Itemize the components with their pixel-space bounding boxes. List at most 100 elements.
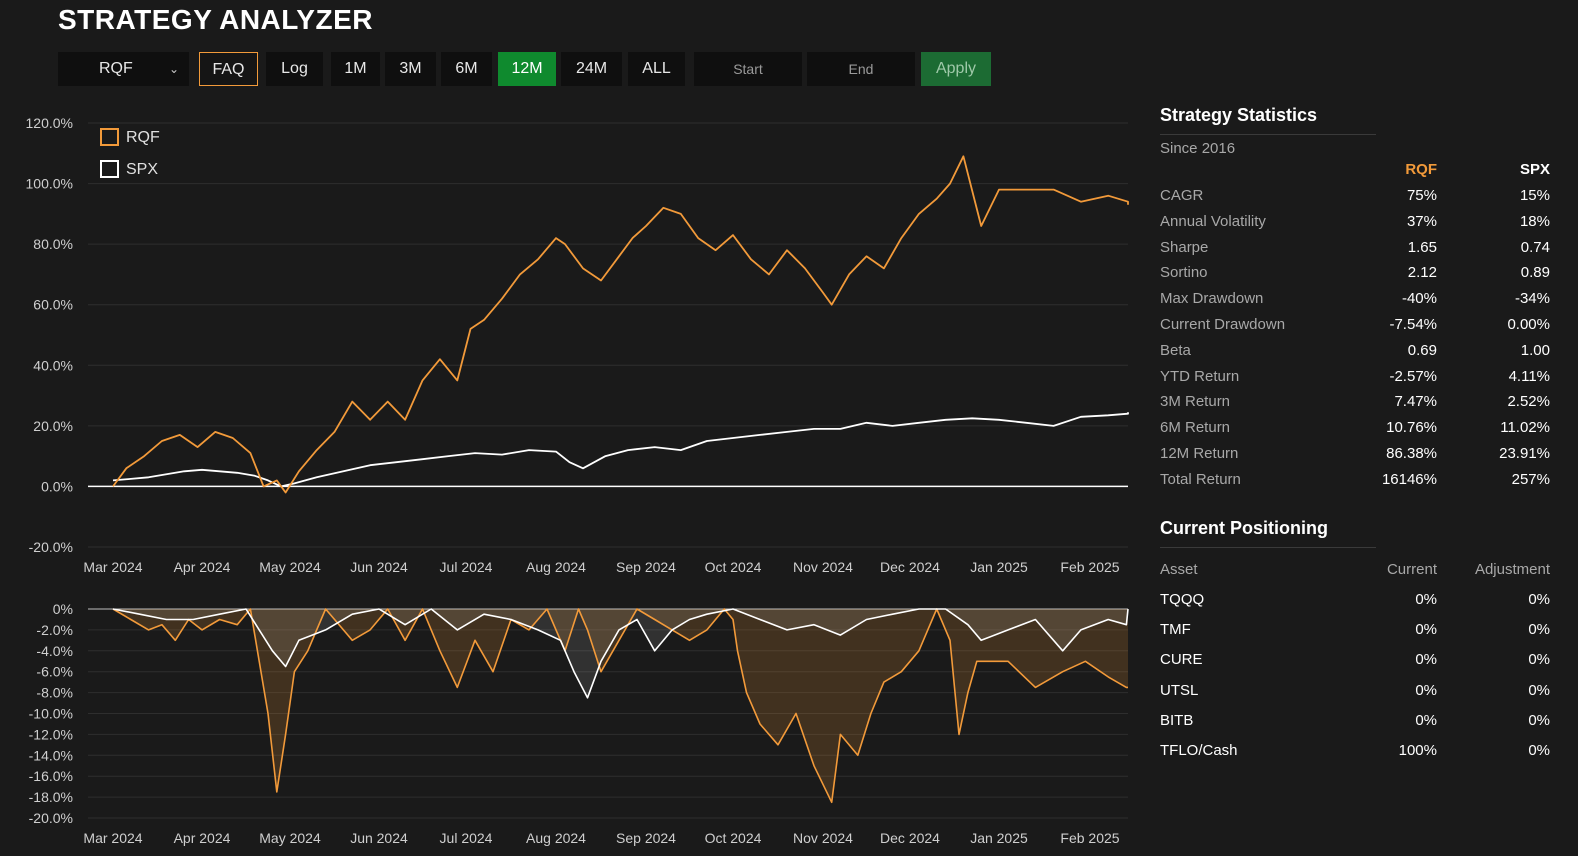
stats-value-spx: 15% [1519,187,1550,204]
stats-value-spx: 257% [1511,470,1550,488]
x-tick-label: Feb 2025 [1060,559,1119,575]
stats-row: Sortino 2.12 0.89 [1160,264,1552,288]
y-tick-label: 100.0% [26,176,73,192]
stats-row: CAGR 75% 15% [1160,187,1552,211]
stats-row: Max Drawdown -40% -34% [1160,290,1552,314]
positioning-asset: TQQQ [1160,591,1205,608]
stats-value-rqf: 0.69 [1407,341,1437,359]
stats-label: Total Return [1160,470,1241,488]
positioning-row: TMF 0% 0% [1160,621,1552,645]
stats-value-rqf: 1.65 [1407,238,1437,256]
faq-button[interactable]: FAQ [199,52,258,86]
x-tick-label: Oct 2024 [705,559,762,575]
positioning-current: 0% [1415,591,1437,608]
range-all-button[interactable]: ALL [628,52,685,86]
stats-value-spx: -34% [1514,290,1550,308]
positioning-asset: TFLO/Cash [1160,742,1238,759]
y-tick-label: -12.0% [29,726,73,742]
positioning-adjustment: 0% [1528,621,1550,639]
legend-label: RQF [126,129,160,146]
range-12m-button[interactable]: 12M [498,52,556,86]
stats-row: Total Return 16146% 257% [1160,471,1552,495]
x-tick-label: Jul 2024 [440,559,493,575]
y-tick-label: -18.0% [29,789,73,805]
stats-row: Beta 0.69 1.00 [1160,342,1552,366]
strategy-statistics-panel: Strategy Statistics Since 2016 RQF SPX C… [1160,100,1555,500]
rqf-drawdown-area [113,609,1128,803]
spx-drawdown-area [113,609,1128,698]
positioning-col-asset: Asset [1160,561,1198,578]
stats-col-spx: SPX [1519,161,1550,178]
x-tick-label: Dec 2024 [880,559,940,575]
stats-value-rqf: -7.54% [1389,316,1437,333]
start-date-input[interactable]: Start [694,52,802,86]
y-tick-label: 60.0% [33,297,73,313]
stats-row: 3M Return 7.47% 2.52% [1160,393,1552,417]
y-tick-label: 80.0% [33,236,73,252]
stats-value-rqf: 16146% [1381,470,1437,488]
x-tick-label: Jun 2024 [350,830,408,846]
stats-row: YTD Return -2.57% 4.11% [1160,368,1552,392]
stats-value-rqf: 86.38% [1386,445,1437,462]
stats-header-row: RQF SPX [1160,161,1552,185]
x-tick-label: Sep 2024 [616,830,676,846]
stats-label: Sortino [1160,264,1208,282]
positioning-asset: BITB [1160,711,1194,729]
current-positioning-panel: Current Positioning Asset Current Adjust… [1160,515,1555,775]
x-tick-label: Jun 2024 [350,559,408,575]
stats-value-rqf: 7.47% [1394,393,1437,411]
positioning-asset: UTSL [1160,681,1199,699]
positioning-current: 0% [1415,651,1437,669]
rqf-line [112,155,1129,494]
stats-label: YTD Return [1160,367,1240,385]
spx-drawdown-line [112,608,1129,699]
legend-swatch [100,128,119,146]
x-tick-label: Mar 2024 [83,830,142,846]
range-6m-button[interactable]: 6M [441,52,492,86]
positioning-adjustment: 0% [1528,651,1550,669]
positioning-adjustment: 0% [1528,681,1550,699]
stats-value-rqf: -40% [1401,290,1437,308]
y-tick-label: -10.0% [29,706,73,722]
x-tick-label: Nov 2024 [793,830,853,846]
range-3m-button[interactable]: 3M [385,52,436,86]
positioning-row: UTSL 0% 0% [1160,682,1552,706]
stats-row: 12M Return 86.38% 23.91% [1160,445,1552,469]
y-tick-label: 0% [53,601,73,617]
strategy-select[interactable]: RQF ⌄ [58,52,189,86]
log-scale-button[interactable]: Log [266,52,323,86]
positioning-current: 0% [1415,681,1437,699]
positioning-title: Current Positioning [1160,518,1328,538]
positioning-header-row: Asset Current Adjustment [1160,561,1552,585]
stats-label: 3M Return [1160,393,1231,411]
positioning-row: BITB 0% 0% [1160,712,1552,736]
stats-value-spx: 23.91% [1499,445,1550,462]
y-tick-label: -16.0% [29,768,73,784]
x-tick-label: Sep 2024 [616,559,676,575]
positioning-asset: CURE [1160,651,1203,669]
stats-label: Current Drawdown [1160,316,1286,333]
apply-button[interactable]: Apply [921,52,991,86]
positioning-row: TQQQ 0% 0% [1160,591,1552,615]
positioning-col-current: Current [1386,561,1437,578]
stats-row: Current Drawdown -7.54% 0.00% [1160,316,1552,340]
stats-label: Annual Volatility [1160,212,1266,230]
range-24m-button[interactable]: 24M [561,52,622,86]
x-tick-label: May 2024 [259,830,321,846]
y-tick-label: -2.0% [36,622,73,638]
stats-value-spx: 11.02% [1500,419,1550,437]
y-tick-label: -20.0% [29,810,73,826]
end-date-input[interactable]: End [807,52,915,86]
stats-label: CAGR [1160,187,1204,204]
stats-row: Sharpe 1.65 0.74 [1160,239,1552,263]
strategy-select-value: RQF [99,60,133,77]
y-tick-label: -20.0% [29,539,73,555]
range-1m-button[interactable]: 1M [331,52,380,86]
positioning-current: 0% [1415,711,1437,729]
chevron-down-icon: ⌄ [168,62,179,76]
y-tick-label: -8.0% [36,685,73,701]
stats-value-rqf: 75% [1406,187,1437,204]
stats-value-spx: 0.89 [1520,264,1550,282]
stats-value-rqf: 37% [1406,212,1437,230]
positioning-col-adjustment: Adjustment [1474,561,1550,578]
